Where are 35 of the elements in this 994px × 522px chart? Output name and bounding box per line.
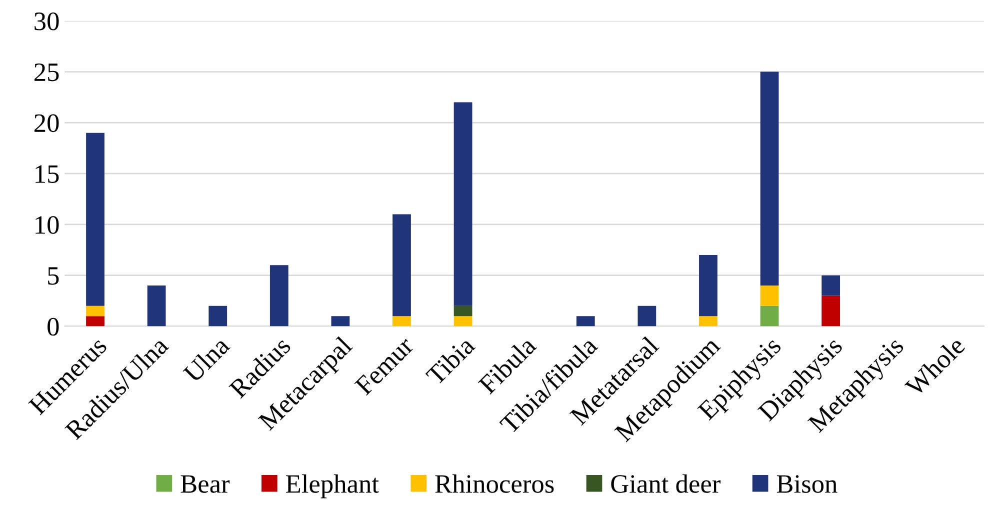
legend-label: Rhinoceros (435, 474, 554, 493)
bar (822, 275, 840, 296)
y-tick-label: 30 (34, 12, 59, 30)
y-tick-label: 15 (36, 165, 59, 183)
y-tick-label: 5 (48, 267, 59, 285)
bar (454, 102, 472, 306)
y-tick-label: 0 (48, 318, 59, 336)
bar (638, 306, 656, 326)
legend-label: Giant deer (611, 474, 720, 493)
legend-label: Bison (776, 475, 838, 493)
bar (331, 316, 350, 326)
y-tick-label: 10 (36, 216, 59, 234)
bar (760, 306, 779, 326)
y-tick-label: 20 (34, 114, 59, 132)
bar (392, 316, 411, 326)
bar (392, 214, 411, 316)
bar (760, 286, 779, 306)
x-tick-label: Tibia (424, 334, 476, 386)
legend-label: Bear (180, 475, 230, 493)
bar (699, 254, 718, 316)
bar (86, 316, 104, 326)
bar (270, 265, 288, 326)
bar (454, 306, 472, 316)
y-tick-label: 25 (34, 63, 59, 82)
bar (760, 72, 779, 286)
bar (86, 306, 104, 316)
bar (208, 306, 228, 326)
bar (147, 286, 166, 326)
legend-label: Elephant (286, 474, 379, 498)
bar (576, 316, 595, 326)
bar (822, 296, 840, 326)
bar (86, 132, 104, 306)
x-tick-label: Ulna (182, 334, 231, 384)
bar (454, 316, 472, 326)
bar (699, 316, 718, 326)
